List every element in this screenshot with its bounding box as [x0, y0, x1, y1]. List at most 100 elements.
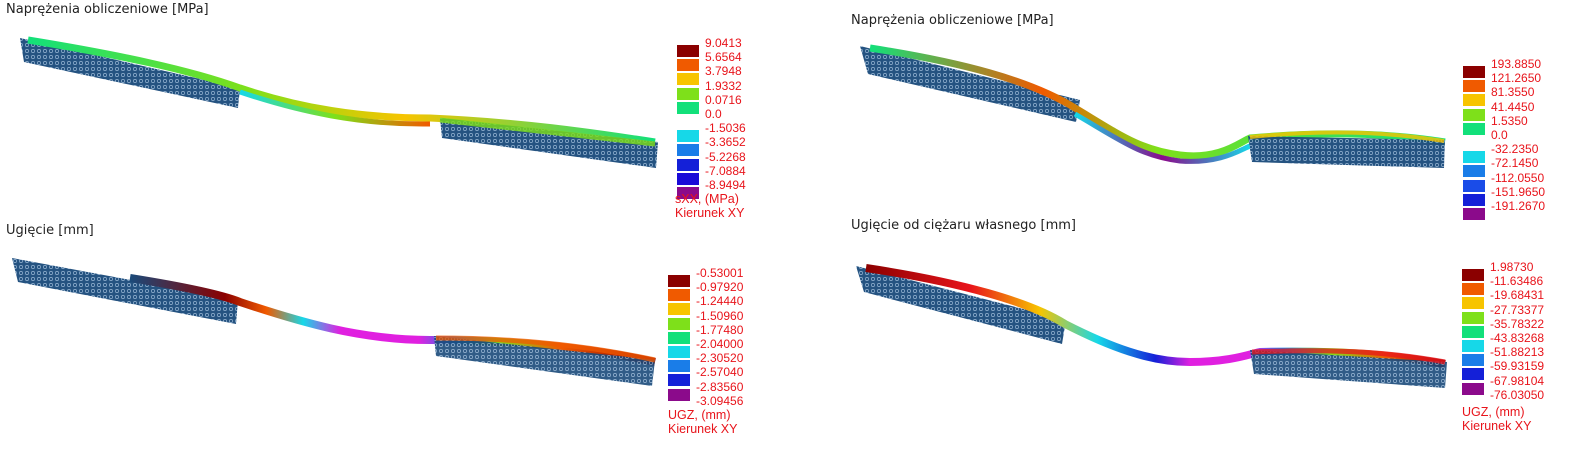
- legend-swatch: [1463, 94, 1485, 107]
- mesh-segment-left: [860, 46, 1080, 122]
- mesh-segment-right: [434, 336, 655, 386]
- legend-value: -32.2350: [1491, 142, 1539, 157]
- legend-direction-label: Kierunek XY: [668, 422, 738, 436]
- legend-value: -43.83268: [1490, 330, 1545, 345]
- legend-value: -67.98104: [1490, 373, 1545, 388]
- legend-swatch: [677, 101, 699, 114]
- beam-model-view: [860, 44, 1446, 168]
- legend-value: -76.03050: [1490, 387, 1545, 402]
- legend-value: 3.7948: [705, 64, 742, 79]
- mesh-segment-left: [20, 38, 240, 108]
- legend-value: -151.9650: [1491, 184, 1546, 199]
- beam-lower-flange: [239, 89, 431, 127]
- legend-swatch: [668, 360, 690, 373]
- legend-value: 0.0: [705, 106, 722, 121]
- legend-value: -1.77480: [696, 322, 744, 337]
- legend-value: -35.78322: [1490, 316, 1545, 331]
- legend-swatch: [1463, 122, 1485, 135]
- beam-upper-flange: [27, 36, 656, 146]
- beam-model-view: [20, 36, 658, 168]
- beam-lower-flange: [1073, 111, 1251, 164]
- legend-swatch: [1462, 325, 1484, 338]
- legend-swatch: [1462, 368, 1484, 381]
- legend-value: 9.0413: [705, 36, 742, 50]
- mesh-segment-left: [12, 258, 238, 324]
- legend-swatch: [668, 345, 690, 358]
- legend-footer: UGZ, (mm) Kierunek XY: [668, 408, 737, 436]
- legend-value: -2.04000: [696, 336, 744, 351]
- legend-footer: sXX, (MPa) Kierunek XY: [675, 192, 744, 220]
- legend-swatch: [1462, 297, 1484, 310]
- beam-model-view: [856, 264, 1447, 388]
- legend-value: -27.73377: [1490, 302, 1545, 317]
- legend-swatch: [677, 73, 699, 86]
- legend-swatch: [677, 87, 699, 100]
- legend-direction-label: Kierunek XY: [1462, 419, 1532, 433]
- legend-value: -51.88213: [1490, 345, 1545, 360]
- legend-swatch: [1462, 269, 1484, 281]
- legend-footer: UGZ, (mm) Kierunek XY: [1462, 405, 1531, 433]
- legend-swatch: [668, 317, 690, 330]
- legend-value: 1.98730: [1490, 260, 1534, 274]
- legend-value: 121.2650: [1491, 71, 1542, 86]
- legend-swatch: [668, 374, 690, 387]
- mesh-segment-right: [440, 118, 658, 168]
- legend-value: -1.24440: [696, 294, 744, 309]
- legend-swatch: [1462, 311, 1484, 324]
- legend-swatch: [677, 158, 699, 171]
- legend-swatch: [1463, 179, 1485, 192]
- legend-swatch: [677, 45, 699, 57]
- legend-swatch: [1463, 193, 1485, 206]
- legend-value: -8.9494: [705, 177, 746, 192]
- legend-value: -0.97920: [696, 280, 744, 295]
- legend-value: -2.57040: [696, 365, 744, 380]
- legend-direction-label: Kierunek XY: [675, 206, 745, 220]
- legend-value: 41.4450: [1491, 99, 1535, 114]
- legend-swatch: [668, 289, 690, 302]
- legend-swatch: [1463, 207, 1485, 220]
- legend-value: 0.0716: [705, 92, 742, 107]
- legend-quantity-label: UGZ, (mm): [1462, 405, 1525, 419]
- legend-swatch: [668, 388, 690, 401]
- legend-value: -0.53001: [696, 266, 744, 280]
- legend-quantity-label: sXX, (MPa): [675, 192, 739, 206]
- legend-value: -2.83560: [696, 379, 744, 394]
- legend-swatch: [1462, 382, 1484, 395]
- legend-swatch: [668, 275, 690, 287]
- panel-self-weight-deflection: Ugięcie od ciężaru własnego [mm] 1.98730…: [780, 218, 1586, 459]
- legend-value: -191.2670: [1491, 198, 1546, 213]
- legend-value: -11.63486: [1490, 274, 1544, 289]
- panel-stress-sxx: Naprężenia obliczeniowe [MPa] 9.0413 5.65…: [0, 0, 780, 222]
- legend-value: 1.9332: [705, 78, 742, 93]
- legend-swatch: [1463, 66, 1485, 78]
- legend-swatch: [1463, 108, 1485, 121]
- legend-value: -5.2268: [705, 149, 746, 164]
- panel-title: Ugięcie od ciężaru własnego [mm]: [851, 218, 1076, 233]
- legend-quantity-label: UGZ, (mm): [668, 408, 731, 422]
- mesh-segment-right: [1248, 136, 1445, 168]
- mesh-segment-left: [856, 266, 1066, 344]
- legend-value: -3.09456: [696, 393, 744, 408]
- legend-value: 0.0: [1491, 127, 1508, 142]
- legend-swatch: [1462, 339, 1484, 352]
- legend-swatch: [677, 130, 699, 143]
- panel-title: Ugięcie [mm]: [6, 223, 94, 238]
- panel-title: Naprężenia obliczeniowe [MPa]: [851, 13, 1054, 28]
- legend-value: -2.30520: [696, 351, 744, 366]
- legend-swatch: [677, 186, 699, 199]
- legend-swatch: [677, 172, 699, 185]
- legend-swatch: [677, 59, 699, 72]
- legend-value: -3.3652: [705, 135, 746, 150]
- legend-value: 5.6564: [705, 50, 742, 65]
- legend-value: -1.50960: [696, 308, 744, 323]
- legend-value: -1.5036: [705, 121, 746, 136]
- legend-value: -59.93159: [1490, 359, 1545, 374]
- panel-deflection-ugz: Ugięcie [mm] -0.53001 -0.97920 -1.24440 -1.…: [0, 222, 780, 459]
- legend-swatch: [1463, 80, 1485, 93]
- legend-value: 1.5350: [1491, 113, 1528, 128]
- mesh-segment-right: [1250, 350, 1447, 388]
- beam-upper-flange: [129, 274, 656, 366]
- panel-title: Naprężenia obliczeniowe [MPa]: [6, 2, 209, 17]
- legend-value: 81.3550: [1491, 85, 1535, 100]
- legend-swatch: [677, 144, 699, 157]
